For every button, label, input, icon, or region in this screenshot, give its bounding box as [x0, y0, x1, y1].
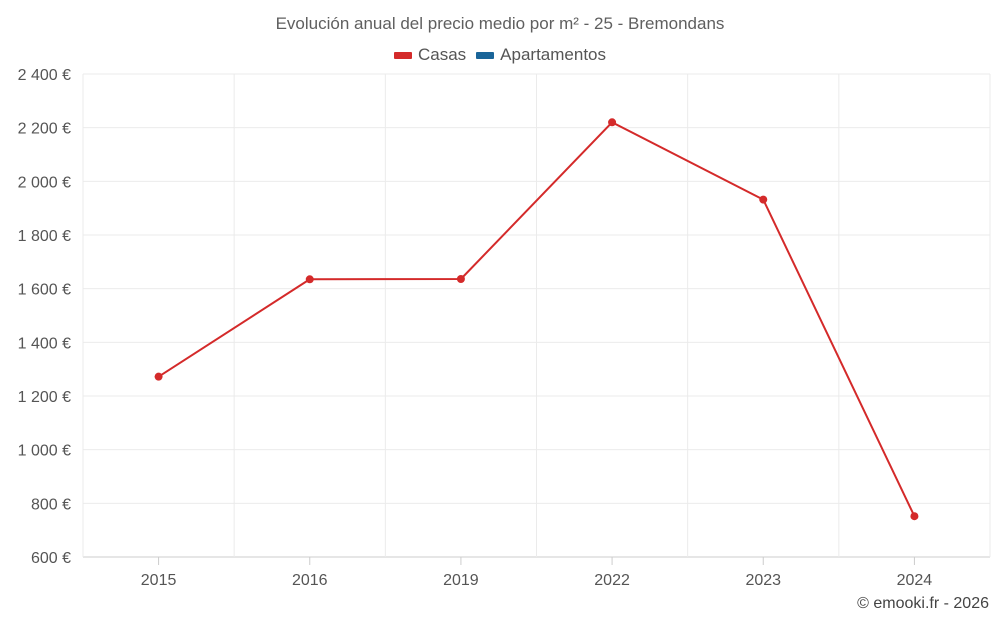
y-tick-label: 800 €	[31, 496, 71, 513]
data-point	[759, 195, 768, 204]
x-tick-label: 2015	[141, 572, 177, 589]
data-point	[608, 118, 617, 127]
y-tick-label: 2 200 €	[18, 121, 71, 138]
y-tick-label: 1 200 €	[18, 389, 71, 406]
series-line-casas	[158, 121, 916, 517]
y-tick-label: 1 600 €	[18, 282, 71, 299]
chart-legend: Casas Apartamentos	[0, 45, 1000, 65]
y-tick-label: 1 000 €	[18, 443, 71, 460]
x-tick-label: 2016	[292, 572, 328, 589]
legend-swatch-apartamentos	[476, 51, 495, 59]
data-point	[305, 275, 314, 284]
legend-item-apartamentos[interactable]: Apartamentos	[476, 45, 606, 65]
legend-swatch-casas	[393, 51, 412, 59]
legend-label-casas: Casas	[417, 45, 467, 64]
data-point	[456, 275, 465, 284]
y-tick-label: 1 400 €	[18, 335, 71, 352]
credit-text: © emooki.fr - 2026	[857, 595, 989, 612]
data-point	[910, 512, 919, 521]
y-tick-label: 1 800 €	[18, 228, 71, 245]
x-tick-label: 2024	[897, 572, 933, 589]
y-tick-label: 600 €	[31, 550, 71, 567]
legend-label-apartamentos: Apartamentos	[500, 45, 607, 64]
chart-title: Evolución anual del precio medio por m² …	[275, 14, 725, 33]
legend-item-casas[interactable]: Casas	[393, 45, 467, 65]
x-tick-label: 2022	[594, 572, 630, 589]
x-tick-label: 2023	[745, 572, 781, 589]
y-tick-label: 2 400 €	[18, 67, 71, 84]
y-tick-label: 2 000 €	[18, 174, 71, 191]
x-tick-label: 2019	[443, 572, 479, 589]
data-point	[154, 372, 163, 381]
